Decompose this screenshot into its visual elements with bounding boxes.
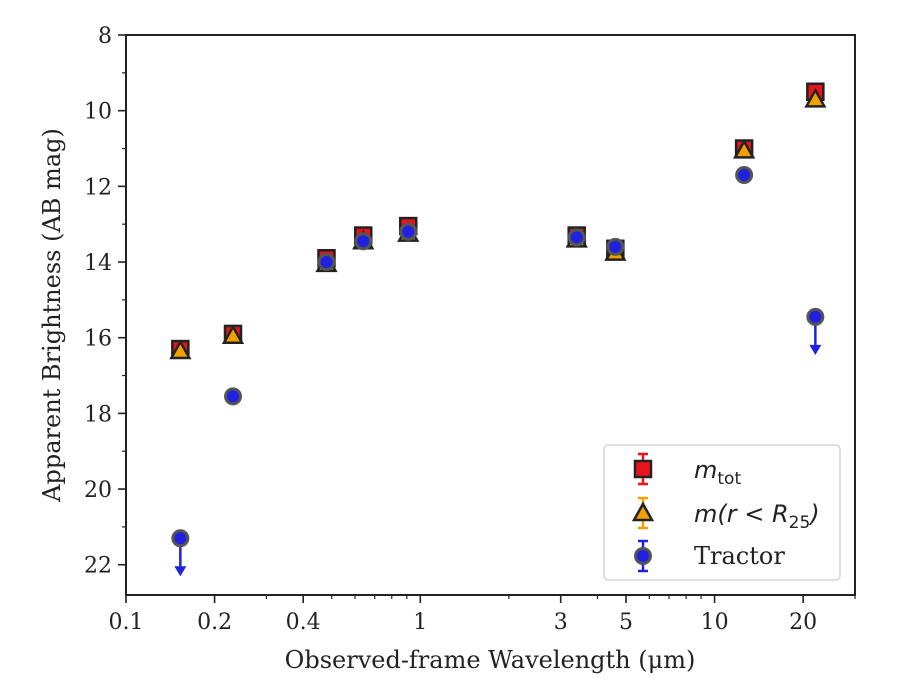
x-tick-label: 0.2 <box>197 610 232 635</box>
legend-label-tractor: Tractor <box>694 542 785 570</box>
x-tick-label: 1 <box>413 610 427 635</box>
legend-mr25-tail: ) <box>808 500 819 528</box>
y-tick-label: 12 <box>84 175 112 200</box>
legend-marker-triangle <box>631 501 655 522</box>
y-tick-label: 8 <box>98 24 112 49</box>
x-axis-title: Observed-frame Wavelength (μm) <box>285 646 696 674</box>
x-tick-label: 10 <box>701 610 729 635</box>
legend: mtot m(r < R25) Tractor <box>603 444 841 581</box>
y-tick-label: 20 <box>84 478 112 503</box>
legend-mr25-main: m(r < R <box>694 500 789 528</box>
upper-limit-arrow-head <box>174 566 187 577</box>
y-axis-title: Apparent Brightness (AB mag) <box>38 128 66 503</box>
x-tick-label: 3 <box>554 610 568 635</box>
y-tick-label: 14 <box>84 251 112 276</box>
axes: 0.1 0.2 0.4 1 3 5 10 20 8 10 12 14 16 18 20 22 <box>84 24 856 635</box>
series-triangle <box>169 87 827 360</box>
plot-frame <box>125 34 856 596</box>
legend-label-mtot: mtot <box>694 456 741 489</box>
legend-box <box>603 444 841 581</box>
legend-mtot-main: m <box>694 456 717 484</box>
legend-markers <box>631 452 655 573</box>
y-tick-label: 10 <box>84 100 112 125</box>
upper-limit-arrow-head <box>809 344 822 355</box>
legend-mr25-sub: 25 <box>789 513 811 533</box>
legend-marker-circle <box>634 547 652 565</box>
series-square <box>171 82 825 359</box>
legend-mtot-sub: tot <box>717 469 741 489</box>
legend-label-mr25: m(r < R25) <box>694 500 820 533</box>
legend-marker-square <box>633 459 653 479</box>
x-tick-label: 0.1 <box>109 610 144 635</box>
x-tick-label: 5 <box>619 610 633 635</box>
data-marks <box>169 82 827 577</box>
x-tick-label: 20 <box>789 610 817 635</box>
y-tick-label: 18 <box>84 402 112 427</box>
x-tick-label: 0.4 <box>286 610 321 635</box>
y-tick-label: 22 <box>84 554 112 579</box>
y-tick-label: 16 <box>84 327 112 352</box>
series-circle <box>171 166 825 577</box>
